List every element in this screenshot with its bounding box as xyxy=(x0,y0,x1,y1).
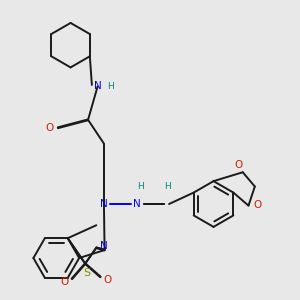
Text: O: O xyxy=(46,123,54,133)
Text: O: O xyxy=(235,160,243,170)
Text: H: H xyxy=(137,182,144,191)
Text: H: H xyxy=(108,82,114,91)
Text: N: N xyxy=(94,82,101,92)
Text: N: N xyxy=(100,241,108,251)
Text: H: H xyxy=(164,182,171,191)
Text: N: N xyxy=(100,199,108,209)
Text: S: S xyxy=(83,268,90,278)
Text: O: O xyxy=(103,275,112,285)
Text: O: O xyxy=(253,200,262,210)
Text: O: O xyxy=(61,277,69,287)
Text: N: N xyxy=(134,199,141,209)
